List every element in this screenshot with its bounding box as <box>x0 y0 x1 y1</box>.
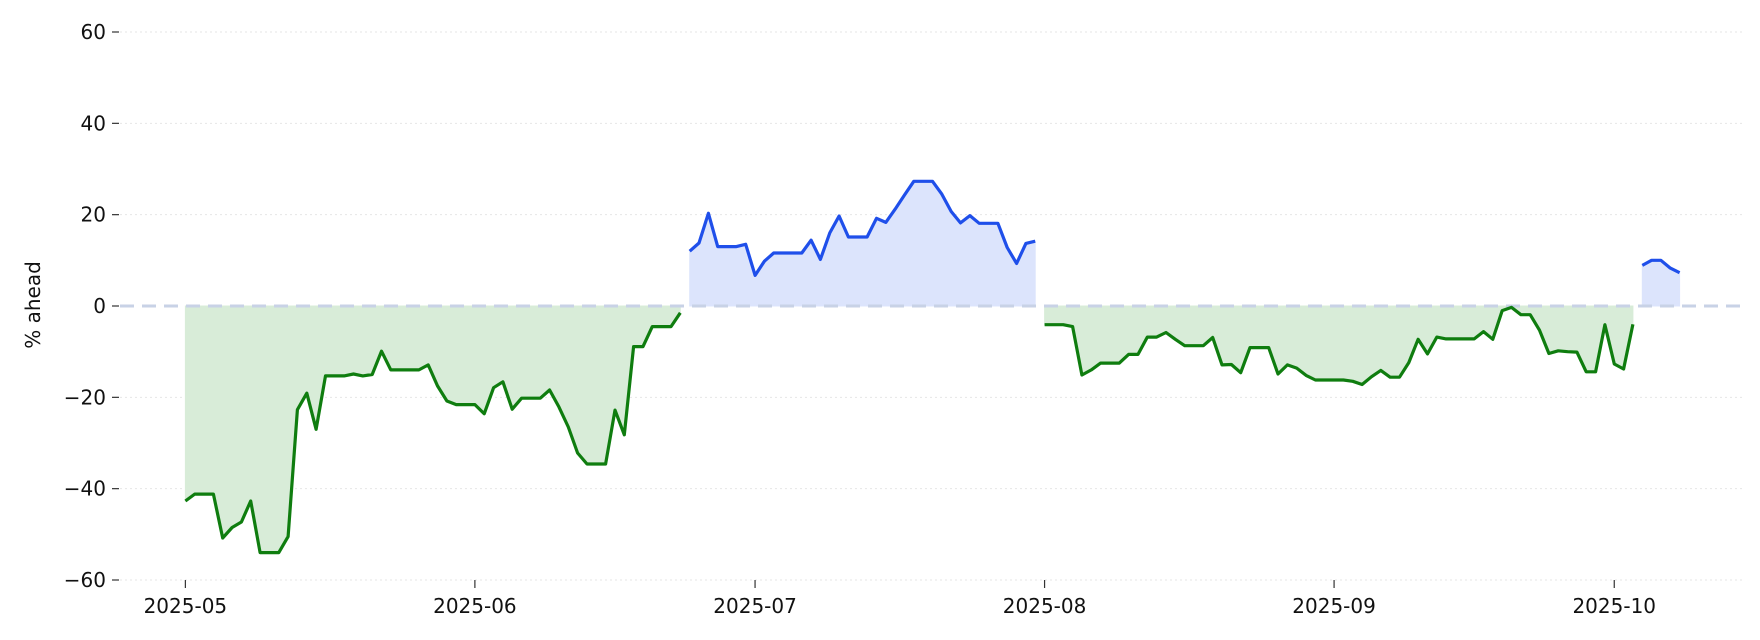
x-tick-label: 2025-05 <box>144 594 228 618</box>
y-tick-label: 20 <box>81 203 106 227</box>
series-lines <box>184 179 1681 555</box>
negative-area-fill <box>184 305 681 554</box>
positive-series-line <box>1641 258 1681 275</box>
y-tick-label: −60 <box>64 568 106 592</box>
negative-series-line <box>1044 305 1635 387</box>
x-tick-label: 2025-08 <box>1003 594 1087 618</box>
y-axis-title: % ahead <box>21 261 45 349</box>
x-tick-label: 2025-10 <box>1572 594 1656 618</box>
y-tick-label: −40 <box>64 477 106 501</box>
y-tick-label: 40 <box>81 111 106 135</box>
y-tick-label: 60 <box>81 20 106 44</box>
x-tick-label: 2025-09 <box>1292 594 1376 618</box>
grid-lines <box>120 31 1745 581</box>
x-tick-label: 2025-07 <box>713 594 797 618</box>
y-tick-label: −20 <box>64 385 106 409</box>
positive-series-line <box>688 179 1036 277</box>
y-tick-label: 0 <box>93 294 106 318</box>
area-fills <box>184 180 1681 554</box>
x-axis: 2025-05 2025-06 2025-07 2025-08 2025-09 2025-… <box>144 580 1656 618</box>
negative-series-line <box>184 311 682 555</box>
x-tick-label: 2025-06 <box>433 594 517 618</box>
y-axis: 60 40 20 0 −20 −40 −60 <box>64 20 119 592</box>
positive-area-fill <box>689 180 1036 307</box>
positive-area-fill <box>1641 259 1681 307</box>
